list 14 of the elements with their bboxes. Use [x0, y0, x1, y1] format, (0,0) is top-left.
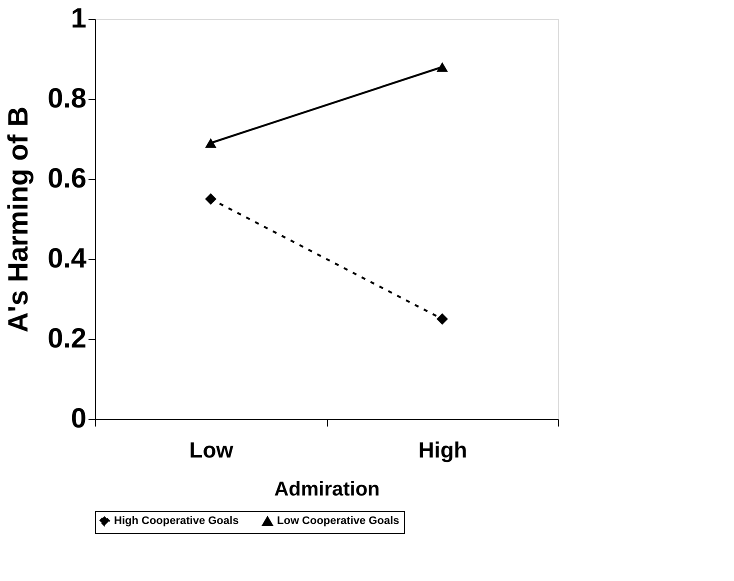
x-tick-label: High — [418, 438, 468, 462]
x-axis-title: Admiration — [274, 478, 380, 500]
y-tick-label: 0 — [70, 402, 86, 434]
x-tick-label: Low — [189, 438, 234, 462]
legend-label: Low Cooperative Goals — [277, 515, 400, 528]
y-tick-label: 0.2 — [48, 322, 86, 354]
y-tick-label: 0.6 — [48, 162, 86, 194]
legend-label: High Cooperative Goals — [114, 514, 239, 527]
y-tick-label: 1 — [70, 2, 86, 34]
y-tick-label: 0.4 — [48, 242, 87, 274]
point — [205, 193, 216, 205]
point — [436, 313, 448, 325]
y-axis-title: A's Harming of B — [2, 106, 34, 333]
y-tick-label: 0.8 — [48, 82, 86, 114]
